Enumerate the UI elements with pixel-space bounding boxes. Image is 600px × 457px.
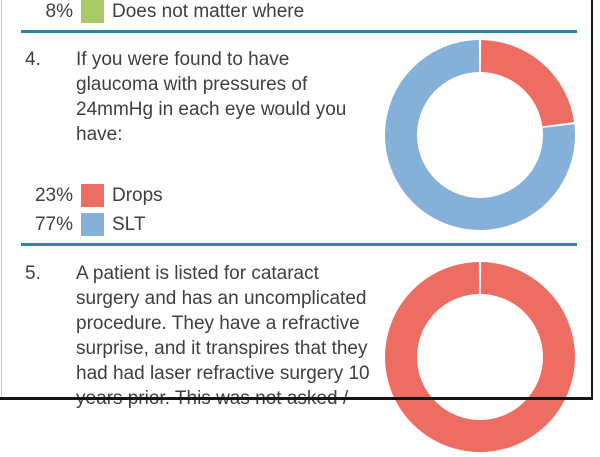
q5-question-text: A patient is listed for cataract surgery…	[76, 261, 406, 411]
q3-legend-row: 8% Does not matter where	[0, 0, 330, 24]
q5-line: had had laser refractive surgery 10	[76, 363, 370, 384]
q5-line: procedure. They have a refractive	[76, 313, 360, 334]
q4-legend-swatch-blue	[81, 213, 104, 236]
q4-legend-pct-drops: 23%	[34, 185, 73, 206]
q4-donut-chart	[385, 40, 575, 231]
q3-legend-label: Does not matter where	[112, 1, 305, 22]
q5-line: A patient is listed for cataract	[76, 263, 319, 284]
frame-left-edge	[1, 0, 2, 400]
q4-line: glaucoma with pressures of	[76, 74, 308, 95]
q4-question-text: If you were found to have glaucoma with …	[76, 47, 406, 147]
q4-legend-swatch-red	[81, 184, 104, 207]
q4-line: have:	[76, 124, 123, 145]
frame-right-edge	[591, 0, 593, 400]
q4-legend-pct-slt: 77%	[34, 214, 73, 235]
q4-line: If you were found to have	[76, 49, 290, 70]
q5-line: surprise, and it transpires that they	[76, 338, 368, 359]
q4-number: 4.	[25, 49, 41, 70]
q4-legend-label-slt: SLT	[112, 214, 146, 235]
survey-infographic-page: { "colors": { "text": "#3f3f3f", "divide…	[0, 0, 593, 452]
q5-number: 5.	[25, 263, 41, 284]
q4-legend-row-slt: 77% SLT	[0, 213, 330, 237]
q5-line: surgery and has an uncomplicated	[76, 288, 367, 309]
q4-legend-label-drops: Drops	[112, 185, 163, 206]
frame-bottom-edge	[0, 397, 593, 400]
section-divider	[21, 30, 577, 33]
q3-legend-pct: 8%	[45, 1, 73, 22]
q5-donut-chart	[385, 262, 575, 452]
q4-line: 24mmHg in each eye would you	[76, 99, 347, 120]
q4-legend-row-drops: 23% Drops	[0, 184, 330, 208]
q3-legend-swatch-green	[81, 0, 104, 23]
section-divider	[21, 243, 577, 246]
